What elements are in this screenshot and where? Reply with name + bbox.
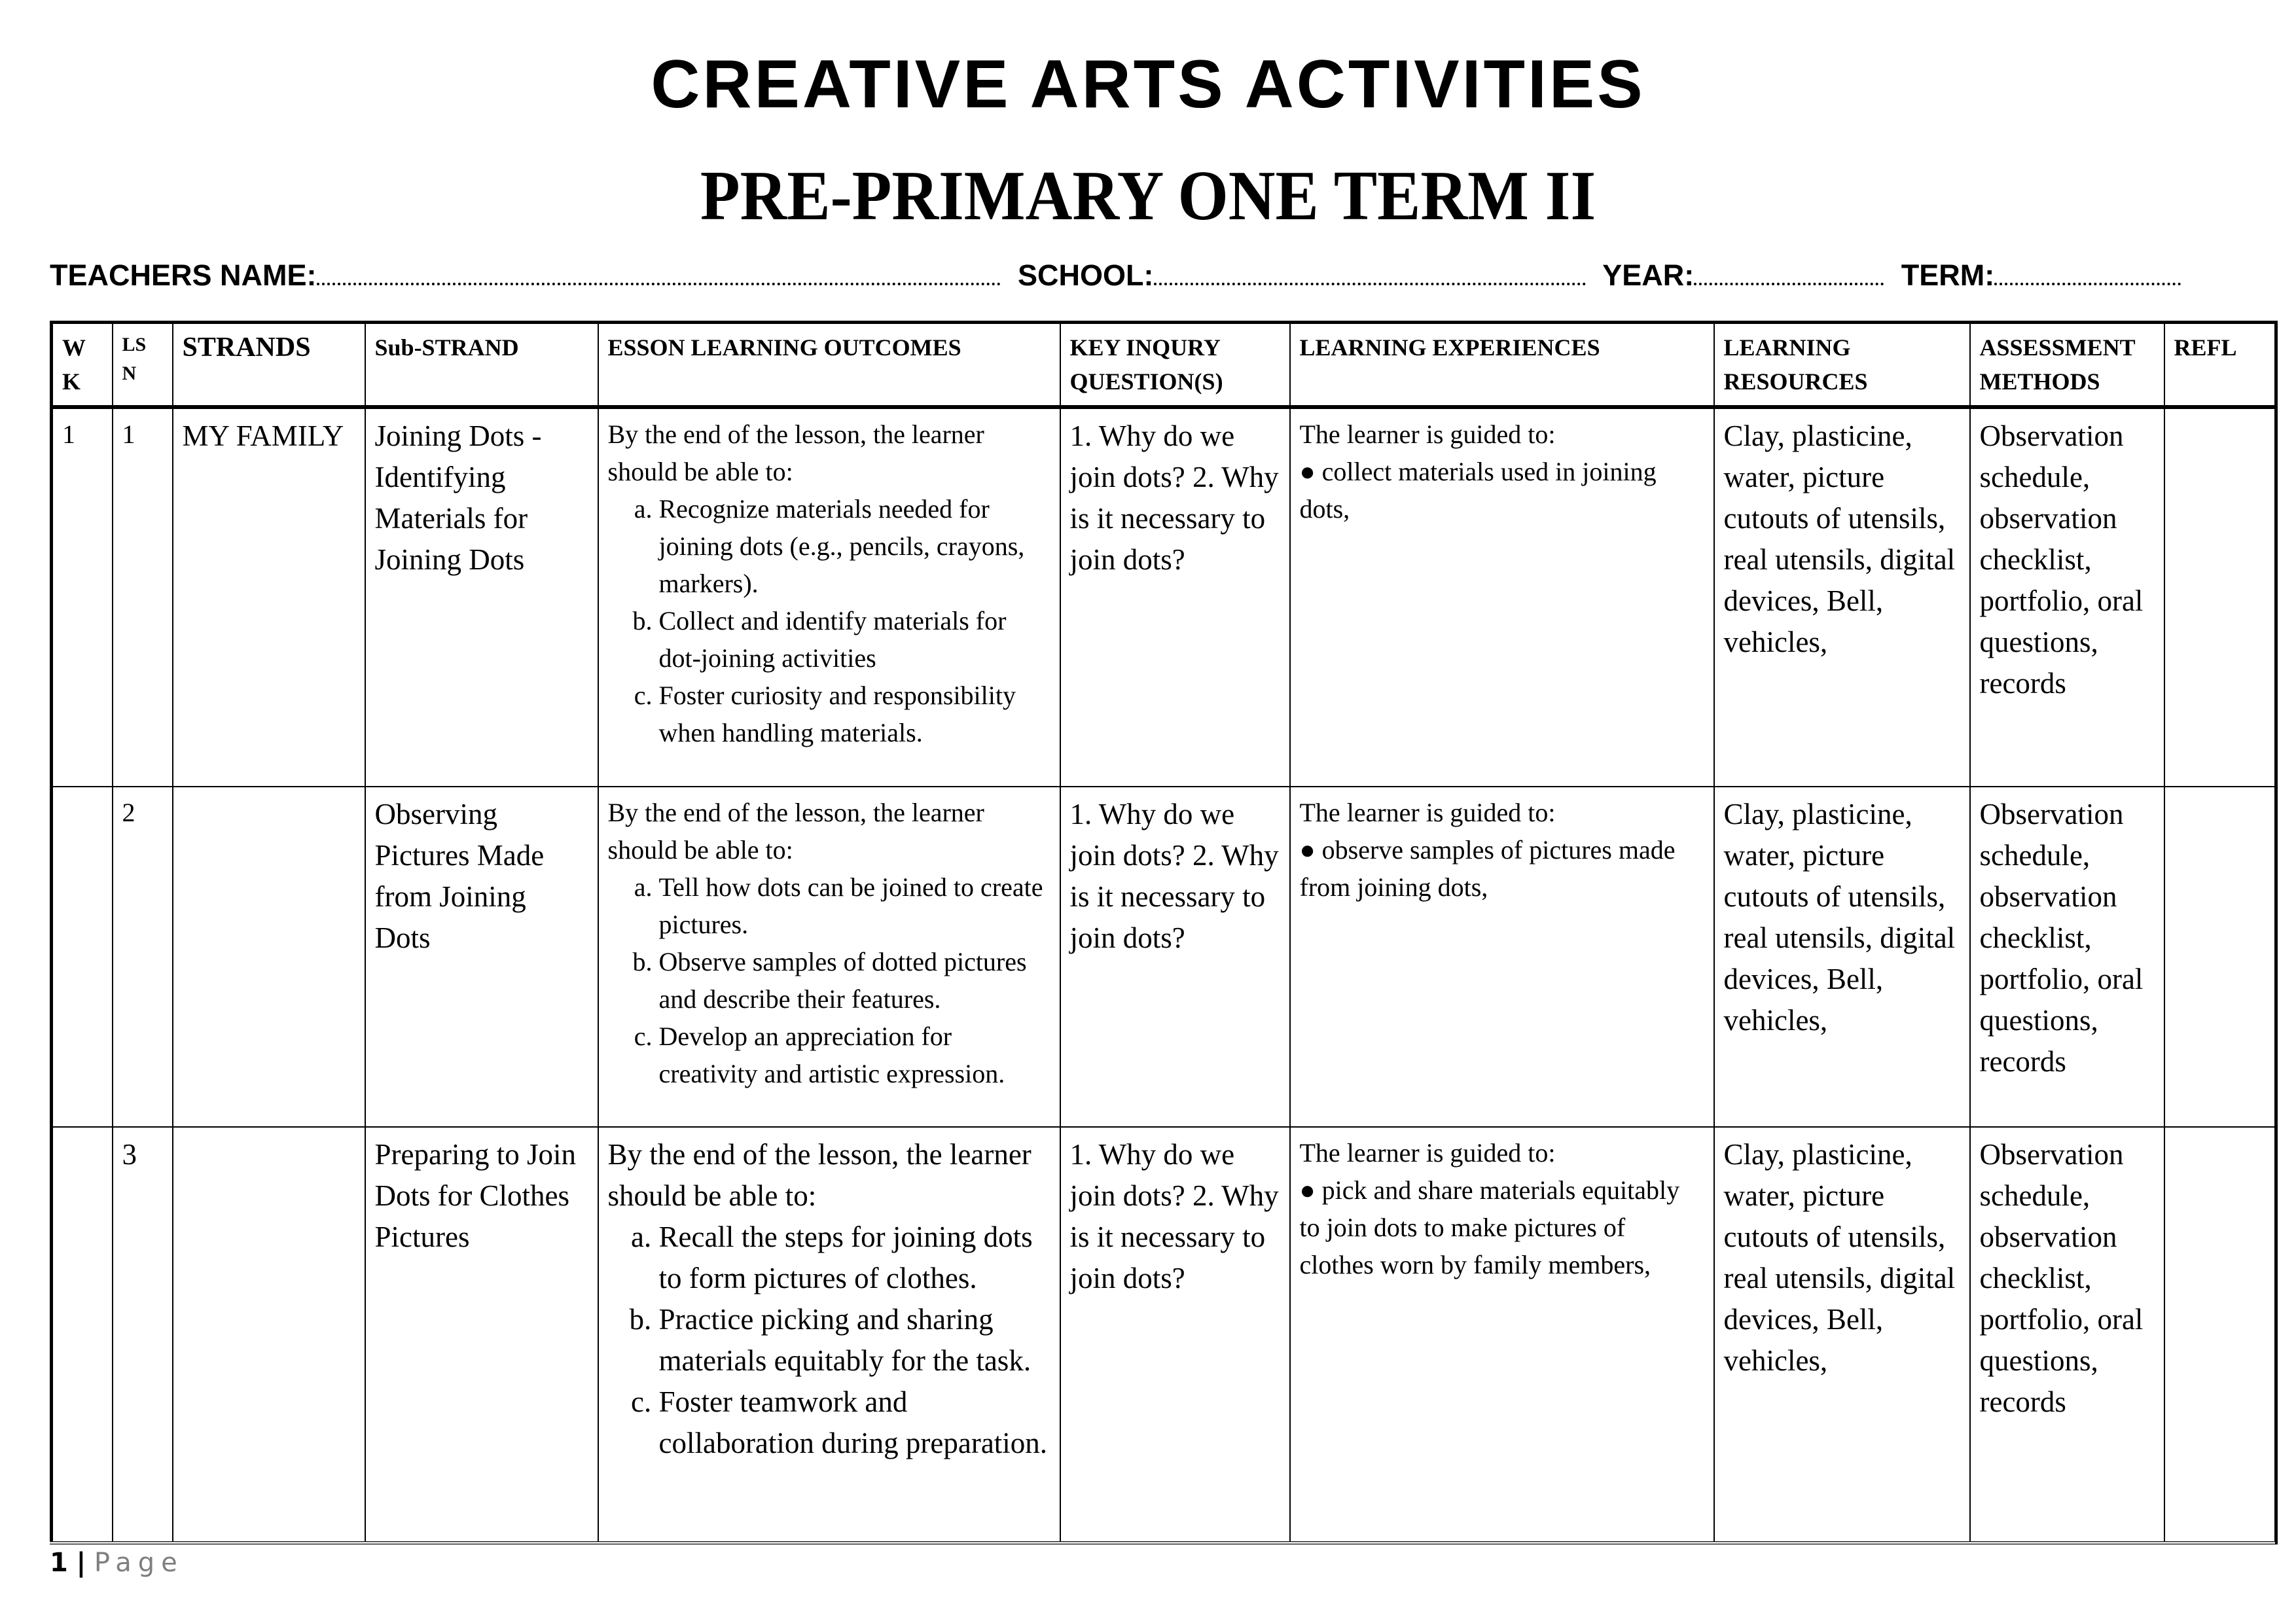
resources-cell: Clay, plasticine, water, picture cutouts… bbox=[1713, 406, 1971, 787]
resources-cell: Clay, plasticine, water, picture cutouts… bbox=[1713, 786, 1971, 1128]
lesson-cell: 3 bbox=[111, 1126, 173, 1544]
week-cell: 1 bbox=[50, 406, 113, 787]
header-key-questions: KEY INQURY QUESTION(S) bbox=[1059, 321, 1291, 409]
learning-outcome-item: Foster curiosity and responsibility when… bbox=[659, 677, 1050, 751]
outcomes-cell: By the end of the lesson, the learner sh… bbox=[597, 406, 1061, 787]
substrand-cell: Joining Dots - Identifying Materials for… bbox=[364, 406, 599, 787]
questions-cell: 1. Why do we join dots? 2. Why is it nec… bbox=[1059, 786, 1291, 1128]
experiences-cell: The learner is guided to: ● observe samp… bbox=[1289, 786, 1715, 1128]
learning-outcome-item: Practice picking and sharing materials e… bbox=[659, 1299, 1050, 1382]
reflection-cell[interactable] bbox=[2163, 406, 2277, 787]
header-learning-resources: LEARNING RESOURCES bbox=[1713, 321, 1971, 409]
header-reflection: REFL bbox=[2163, 321, 2277, 409]
term-field[interactable] bbox=[1994, 259, 2181, 285]
year-field[interactable] bbox=[1694, 259, 1884, 285]
resources-cell: Clay, plasticine, water, picture cutouts… bbox=[1713, 1126, 1971, 1544]
experiences-intro: The learner is guided to: bbox=[1299, 419, 1556, 449]
term-label: TERM: bbox=[1901, 259, 1995, 292]
learning-outcome-item: Foster teamwork and collaboration during… bbox=[659, 1382, 1050, 1464]
learning-outcome-item: Recall the steps for joining dots to for… bbox=[659, 1217, 1050, 1299]
lesson-cell: 1 bbox=[111, 406, 173, 787]
assessment-cell: Observation schedule, observation checkl… bbox=[1969, 1126, 2165, 1544]
table-row: 3 Preparing to Join Dots for Clothes Pic… bbox=[50, 1126, 2277, 1544]
header-learning-outcomes: ESSON LEARNING OUTCOMES bbox=[597, 321, 1061, 409]
reflection-cell[interactable] bbox=[2163, 786, 2277, 1128]
outcomes-list: Recall the steps for joining dots to for… bbox=[608, 1217, 1050, 1464]
document-subtitle: PRE-PRIMARY ONE TERM II bbox=[700, 157, 1596, 235]
footer-divider bbox=[50, 1542, 2275, 1544]
header-assessment-methods: ASSESSMENT METHODS bbox=[1969, 321, 2165, 409]
week-cell bbox=[50, 1126, 113, 1544]
outcomes-cell: By the end of the lesson, the learner sh… bbox=[597, 786, 1061, 1128]
header-week: W K bbox=[50, 321, 113, 409]
experiences-cell: The learner is guided to: ● pick and sha… bbox=[1289, 1126, 1715, 1544]
experiences-intro: The learner is guided to: bbox=[1299, 1138, 1556, 1168]
learning-outcome-item: Recognize materials needed for joining d… bbox=[659, 490, 1050, 602]
strand-cell: MY FAMILY bbox=[171, 406, 366, 787]
assessment-cell: Observation schedule, observation checkl… bbox=[1969, 406, 2165, 787]
learning-outcome-item: Tell how dots can be joined to create pi… bbox=[659, 868, 1050, 943]
document-title: CREATIVE ARTS ACTIVITIES bbox=[651, 46, 1645, 122]
outcomes-intro: By the end of the lesson, the learner sh… bbox=[607, 1138, 1031, 1212]
year-label: YEAR: bbox=[1602, 259, 1695, 292]
outcomes-intro: By the end of the lesson, the learner sh… bbox=[607, 798, 984, 865]
school-label: SCHOOL: bbox=[1018, 259, 1154, 292]
questions-cell: 1. Why do we join dots? 2. Why is it nec… bbox=[1059, 406, 1291, 787]
outcomes-cell: By the end of the lesson, the learner sh… bbox=[597, 1126, 1061, 1544]
outcomes-list: Recognize materials needed for joining d… bbox=[608, 490, 1050, 751]
strand-cell bbox=[171, 786, 366, 1128]
scheme-of-work-table: W K LS N STRANDS Sub-STRAND ESSON LEARNI… bbox=[50, 321, 2278, 1544]
table-row: 1 1 MY FAMILY Joining Dots - Identifying… bbox=[50, 406, 2277, 787]
questions-cell: 1. Why do we join dots? 2. Why is it nec… bbox=[1059, 1126, 1291, 1544]
experiences-cell: The learner is guided to: ● collect mate… bbox=[1289, 406, 1715, 787]
experiences-item: ● observe samples of pictures made from … bbox=[1299, 835, 1676, 902]
header-strands: STRANDS bbox=[171, 321, 366, 409]
teacher-name-label: TEACHERS NAME: bbox=[50, 259, 317, 292]
substrand-cell: Preparing to Join Dots for Clothes Pictu… bbox=[364, 1126, 599, 1544]
experiences-item: ● pick and share materials equitably to … bbox=[1299, 1175, 1680, 1279]
header-substrand: Sub-STRAND bbox=[364, 321, 599, 409]
experiences-item: ● collect materials used in joining dots… bbox=[1299, 457, 1657, 524]
outcomes-intro: By the end of the lesson, the learner sh… bbox=[607, 419, 984, 486]
header-learning-experiences: LEARNING EXPERIENCES bbox=[1289, 321, 1715, 409]
substrand-cell: Observing Pictures Made from Joining Dot… bbox=[364, 786, 599, 1128]
school-field[interactable] bbox=[1153, 259, 1586, 285]
page-number: 1 bbox=[50, 1548, 68, 1578]
lesson-cell: 2 bbox=[111, 786, 173, 1128]
page-separator: | bbox=[76, 1548, 86, 1578]
page-label: Page bbox=[94, 1548, 184, 1578]
learning-outcome-item: Collect and identify materials for dot-j… bbox=[659, 602, 1050, 677]
header-lesson: LS N bbox=[111, 321, 173, 409]
teacher-info-line: TEACHERS NAME: SCHOOL: YEAR: TERM: bbox=[50, 259, 2275, 293]
table-header-row: W K LS N STRANDS Sub-STRAND ESSON LEARNI… bbox=[50, 321, 2277, 409]
table-row: 2 Observing Pictures Made from Joining D… bbox=[50, 786, 2277, 1128]
outcomes-list: Tell how dots can be joined to create pi… bbox=[608, 868, 1050, 1092]
learning-outcome-item: Develop an appreciation for creativity a… bbox=[659, 1018, 1050, 1092]
experiences-intro: The learner is guided to: bbox=[1299, 798, 1556, 827]
learning-outcome-item: Observe samples of dotted pictures and d… bbox=[659, 943, 1050, 1018]
strand-cell bbox=[171, 1126, 366, 1544]
assessment-cell: Observation schedule, observation checkl… bbox=[1969, 786, 2165, 1128]
teacher-name-field[interactable] bbox=[316, 259, 1001, 285]
reflection-cell[interactable] bbox=[2163, 1126, 2277, 1544]
week-cell bbox=[50, 786, 113, 1128]
page-footer: 1 | Page bbox=[50, 1548, 184, 1578]
